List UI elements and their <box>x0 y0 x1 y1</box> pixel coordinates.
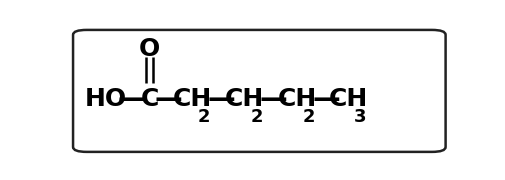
Text: 2: 2 <box>197 108 210 126</box>
Text: —: — <box>312 85 339 113</box>
Text: —: — <box>117 85 144 113</box>
Text: 3: 3 <box>354 108 366 126</box>
Text: HO: HO <box>84 87 126 111</box>
Text: O: O <box>139 37 160 61</box>
Text: —: — <box>154 85 182 113</box>
Text: CH: CH <box>328 87 368 111</box>
FancyBboxPatch shape <box>73 30 445 152</box>
Text: CH: CH <box>172 87 211 111</box>
Text: —: — <box>260 85 287 113</box>
Text: —: — <box>207 85 235 113</box>
Text: 2: 2 <box>250 108 262 126</box>
Text: CH: CH <box>277 87 316 111</box>
Text: C: C <box>140 87 159 111</box>
Text: CH: CH <box>225 87 264 111</box>
Text: 2: 2 <box>302 108 315 126</box>
